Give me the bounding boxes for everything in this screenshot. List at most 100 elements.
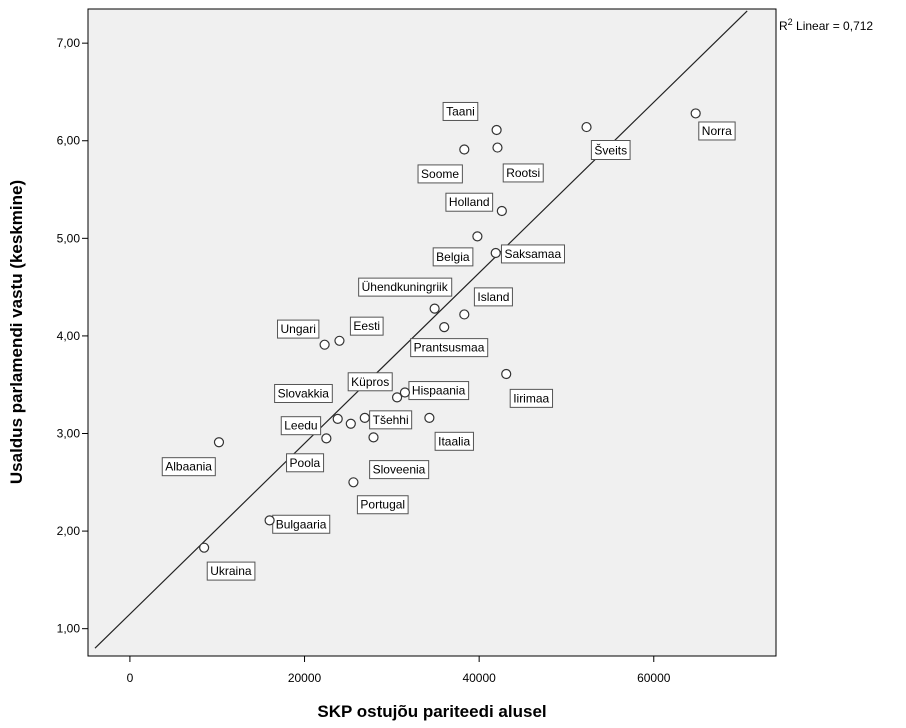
data-point — [459, 144, 470, 155]
point-label-box — [473, 287, 513, 307]
data-point — [359, 412, 370, 423]
y-tick-label: 2,00 — [57, 524, 81, 538]
data-point-group: Iirimaa — [501, 368, 554, 408]
point-label-box — [442, 101, 479, 121]
y-axis-title: Usaldus parlamendi vastu (keskmine) — [7, 180, 26, 484]
data-point — [472, 231, 483, 242]
point-label: Leedu — [284, 419, 317, 433]
point-label-box — [277, 319, 320, 339]
point-label: Bulgaaria — [276, 517, 327, 531]
data-point — [199, 542, 210, 553]
point-label: Tšehhi — [373, 413, 409, 427]
data-point-group: Šveits — [581, 121, 631, 161]
point-label: Island — [477, 290, 509, 304]
point-label: Belgia — [436, 250, 470, 264]
data-point-group: Hispaania — [399, 381, 470, 401]
point-label-box — [445, 192, 494, 212]
data-point — [319, 339, 330, 350]
data-point-group: Bulgaaria — [264, 514, 331, 534]
data-point — [429, 303, 440, 314]
point-label: Soome — [421, 167, 459, 181]
point-label: Ühendkuningriik — [362, 280, 449, 294]
data-point-group: Eesti — [334, 316, 384, 346]
point-label: Hispaania — [412, 384, 466, 398]
y-tick-label: 7,00 — [57, 36, 81, 50]
data-point — [399, 387, 411, 398]
data-point-group: Soome — [417, 144, 470, 184]
data-point-group: Rootsi — [492, 142, 544, 183]
data-point — [321, 433, 332, 444]
x-axis: 0 20000 40000 60000 — [127, 656, 671, 685]
data-point-group: Norra — [690, 108, 736, 141]
data-point-group: Holland — [445, 192, 507, 217]
data-point-group: Küpros — [347, 372, 403, 403]
data-point — [459, 309, 470, 320]
point-label: Albaania — [165, 460, 212, 474]
x-tick-label: 0 — [127, 671, 134, 685]
plot-layer: Norra Šveits Taani Rootsi Soome Holland Belgia… — [94, 10, 748, 649]
point-label-box — [417, 164, 463, 184]
point-label: Poola — [290, 456, 321, 470]
point-label-box — [590, 140, 631, 161]
point-label-box — [500, 244, 565, 264]
data-point — [690, 108, 701, 119]
x-tick-label: 40000 — [462, 671, 496, 685]
point-label-box — [274, 383, 333, 403]
point-label: Ungari — [281, 322, 316, 336]
point-label-box — [369, 410, 413, 430]
point-label-box — [502, 163, 544, 183]
data-point — [334, 335, 345, 346]
point-label-box — [286, 453, 325, 473]
data-point-group: Portugal — [348, 477, 409, 515]
point-label: Eesti — [353, 319, 380, 333]
data-point-group: Ühendkuningriik — [358, 277, 453, 314]
point-label: Taani — [446, 104, 475, 118]
data-point — [492, 142, 503, 153]
y-tick-label: 5,00 — [57, 231, 81, 245]
data-point-group: Prantsusmaa — [410, 322, 489, 358]
data-point — [424, 412, 435, 423]
point-label-box — [432, 247, 474, 267]
data-point-group: Ungari — [277, 319, 330, 350]
point-label-box — [358, 277, 453, 297]
point-label: Küpros — [351, 375, 389, 389]
data-point — [332, 413, 343, 424]
point-label: Saksamaa — [504, 247, 561, 261]
data-point-group: Belgia — [432, 231, 483, 267]
data-point-group: Leedu — [280, 416, 356, 436]
data-point-group: Island — [459, 287, 513, 320]
point-label-box — [349, 316, 384, 336]
point-label: Iirimaa — [513, 391, 549, 405]
data-point — [348, 477, 359, 488]
data-point — [581, 121, 592, 133]
data-point-group: Taani — [442, 101, 502, 136]
point-label: Ukraina — [210, 564, 252, 578]
data-point — [264, 515, 275, 526]
data-point — [213, 437, 225, 448]
point-label-box — [434, 431, 474, 451]
data-point-group: Poola — [286, 433, 332, 473]
point-label-box — [161, 457, 216, 477]
fit-label-text: Linear = 0,712 — [793, 19, 874, 33]
point-label: Portugal — [360, 498, 405, 512]
data-point — [439, 322, 450, 333]
point-label-box — [369, 460, 430, 480]
x-tick-label: 20000 — [288, 671, 322, 685]
data-point — [345, 418, 356, 429]
point-label: Šveits — [594, 143, 627, 158]
point-label-box — [509, 388, 554, 408]
data-point-group: Slovakkia — [274, 383, 343, 424]
data-point-group: Tšehhi — [359, 410, 413, 430]
data-point — [491, 124, 502, 136]
x-tick-label: 60000 — [637, 671, 671, 685]
point-label-box — [347, 372, 393, 392]
point-label: Slovakkia — [278, 386, 330, 400]
data-point — [490, 247, 501, 259]
point-label: Itaalia — [438, 434, 470, 448]
y-tick-label: 6,00 — [57, 134, 81, 148]
data-point — [368, 432, 379, 443]
y-tick-label: 4,00 — [57, 329, 81, 343]
fit-line-label: R2 Linear = 0,712 — [779, 17, 873, 33]
x-axis-title: SKP ostujõu pariteedi alusel — [317, 702, 546, 721]
